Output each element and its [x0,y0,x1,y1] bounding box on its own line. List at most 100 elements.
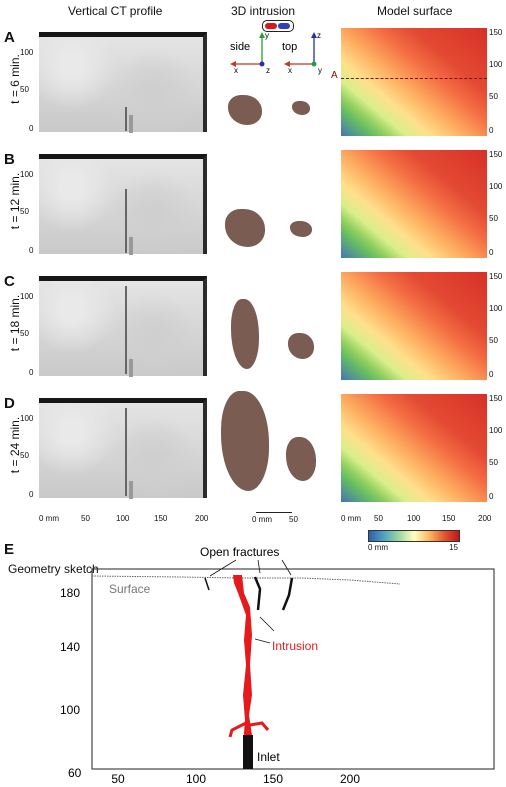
intrusion-side-view [221,391,269,491]
ct-xtick: 0 mm [39,514,59,523]
ct-profile-image [39,398,207,499]
axis-label-x: x [234,66,238,75]
colorbar-max: 15 [449,543,458,552]
ct-ytick: 0 [29,368,34,377]
intrusion-top-view [286,437,316,481]
scale-min: 0 mm [252,515,272,524]
model-ytick: 50 [489,92,498,101]
label-intrusion: Intrusion [272,639,318,653]
scale-max: 50 [289,515,298,524]
model-ytick: 150 [489,394,503,403]
e-xtick-100: 100 [186,772,206,786]
e-ytick-100: 100 [60,703,80,717]
model-surface-map [341,28,487,136]
header-ct-profile: Vertical CT profile [68,4,163,18]
axis-label-z: z [266,66,270,75]
model-surface-map [341,394,487,502]
model-ytick: 0 [489,248,494,257]
ct-profile-image [39,276,207,377]
ct-ytick: 100 [20,292,34,301]
ct-ytick: 100 [20,414,34,423]
colorbar [368,530,460,542]
axis-label-x-top: x [288,66,292,75]
fracture-1 [204,577,210,591]
label-open-fractures: Open fractures [200,545,279,559]
model-ytick: 100 [489,60,503,69]
ct-xtick: 150 [154,514,168,523]
ct-xtick: 50 [81,514,90,523]
fracture-3 [281,577,294,611]
scale-bar [256,512,292,513]
top-view-label: top [282,41,297,53]
header-3d-intrusion: 3D intrusion [231,4,296,18]
model-xtick: 100 [407,514,421,523]
intrusion-side-view [225,209,265,247]
ct-ytick: 0 [29,490,34,499]
profile-marker-label: A [331,70,338,81]
ct-ytick: 100 [20,170,34,179]
axis-label-y-top: y [318,66,322,75]
model-ytick: 150 [489,150,503,159]
profile-line [341,78,487,79]
model-ytick: 150 [489,272,503,281]
model-xtick: 150 [442,514,456,523]
model-xtick: 200 [478,514,492,523]
geometry-sketch: Open fractures Surface Intrusion Inlet 1… [60,545,495,786]
model-ytick: 100 [489,304,503,313]
fracture-2 [253,576,262,611]
model-ytick: 50 [489,214,498,223]
axis-label-z-top: z [317,31,321,40]
e-ytick-180: 180 [60,586,80,600]
panel-letter-e: E [4,541,15,558]
ct-profile-image [39,154,207,255]
geometry-sketch-title: Geometry sketch [8,562,99,576]
e-xtick-150: 150 [263,772,283,786]
model-ytick: 50 [489,336,498,345]
panel-letter: B [4,151,15,168]
model-ytick: 100 [489,426,503,435]
model-ytick: 50 [489,458,498,467]
intrusion-shape [233,575,252,745]
side-view-label: side [230,41,250,53]
intrusion-side-view [231,299,259,369]
model-ytick: 150 [489,28,503,37]
model-xtick: 0 mm [341,514,361,523]
ct-ytick: 50 [20,207,29,216]
ct-ytick: 100 [20,48,34,57]
intrusion-top-view [288,333,314,359]
panel-letter: D [4,395,15,412]
model-ytick: 0 [489,126,494,135]
colorbar-min: 0 mm [368,543,388,552]
model-surface-map [341,272,487,380]
e-xtick-200: 200 [340,772,360,786]
ct-ytick: 0 [29,246,34,255]
intrusion-top-view [290,221,312,237]
axis-label-y: y [265,31,269,40]
color-key [262,20,294,32]
model-surface-map [341,150,487,258]
ct-ytick: 0 [29,124,34,133]
inlet [243,735,253,769]
ct-xtick: 100 [116,514,130,523]
model-ytick: 0 [489,492,494,501]
panel-letter: C [4,273,15,290]
model-ytick: 100 [489,182,503,191]
label-inlet: Inlet [257,750,280,764]
ct-ytick: 50 [20,329,29,338]
intrusion-top-view [292,101,310,115]
intrusion-side-view [228,95,262,125]
e-ytick-60: 60 [68,766,82,780]
panel-letter: A [4,29,15,46]
e-ytick-140: 140 [60,640,80,654]
ct-xtick: 200 [195,514,209,523]
label-surface: Surface [109,582,151,596]
e-xtick-50: 50 [111,772,125,786]
model-ytick: 0 [489,370,494,379]
ct-ytick: 50 [20,451,29,460]
e-y-ticks: 180 140 100 60 [60,586,82,780]
ct-ytick: 50 [20,85,29,94]
orientation-axes: y z x z x y side top [230,31,322,75]
ct-profile-image [39,32,207,133]
model-xtick: 50 [374,514,383,523]
header-model-surface: Model surface [377,4,453,18]
